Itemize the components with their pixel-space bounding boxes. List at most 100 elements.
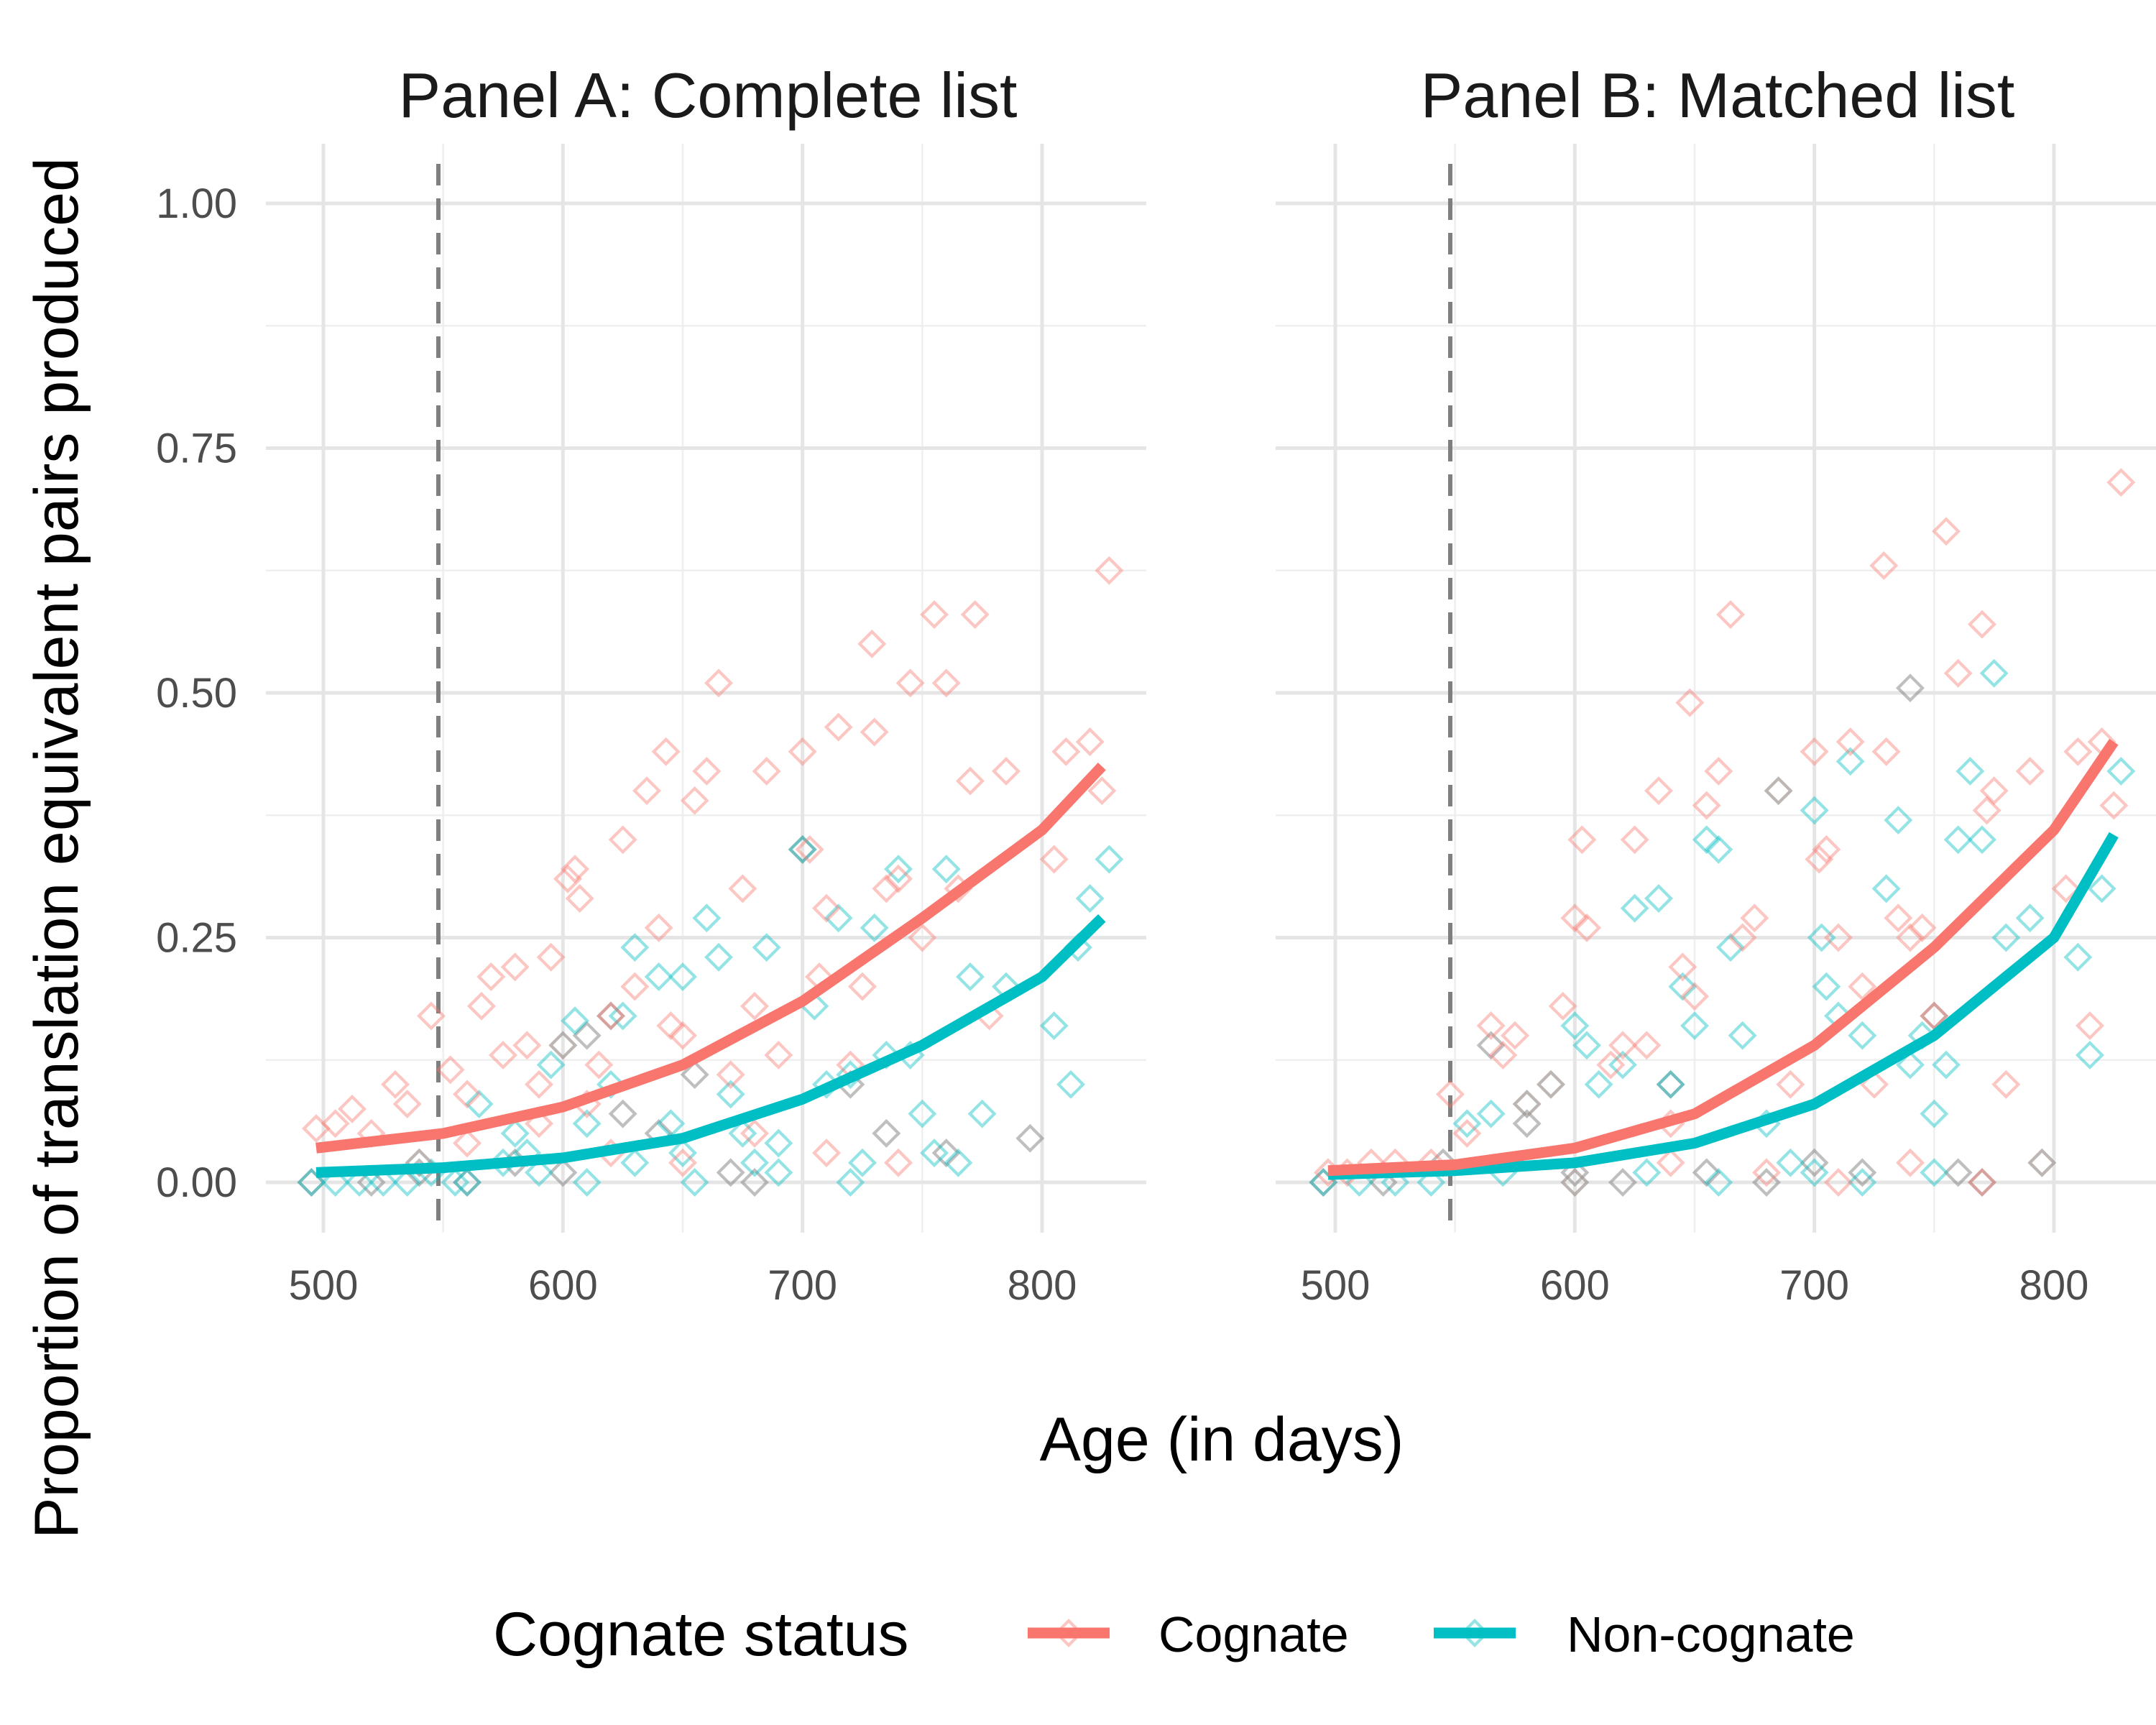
panel-a-point-non-cognate	[728, 1118, 757, 1148]
panel-b-point-cognate	[1560, 1168, 1590, 1197]
panel-b-point-cognate	[2063, 737, 2093, 766]
panel-a-point-neutral	[716, 1158, 745, 1187]
panel-a-point-neutral	[453, 1168, 482, 1197]
panel-b-point-cognate	[1436, 1080, 1465, 1109]
panel-a-point-cognate	[596, 1001, 625, 1031]
panel-a-point-neutral	[931, 1138, 961, 1168]
panel-b-point-neutral	[1476, 1031, 1506, 1060]
panel-b-point-non-cognate	[1764, 776, 1793, 806]
panel-a-point-cognate	[692, 756, 722, 786]
panel-b-x-tick-label: 600	[1540, 1262, 1610, 1309]
panel-a-point-non-cognate	[1039, 1011, 1069, 1041]
panel-b-point-cognate	[1991, 1070, 2021, 1099]
panel-b-point-non-cognate	[1991, 923, 2021, 952]
panel-a-point-non-cognate	[441, 1168, 470, 1197]
panel-a-point-cognate	[788, 737, 817, 766]
panel-a-point-cognate	[453, 1128, 482, 1158]
panel-b-point-cognate	[2015, 756, 2045, 786]
panel-b-point-neutral	[1943, 1158, 1973, 1187]
panel-a-point-non-cognate	[536, 1050, 566, 1080]
panel-b-point-neutral	[1896, 673, 1925, 703]
panel-a-point-non-cognate	[572, 1168, 602, 1197]
panel-a-point-cognate	[956, 766, 985, 796]
panel-a-point-cognate	[525, 1070, 553, 1099]
panel-a-point-neutral	[788, 834, 817, 864]
panel-a-point-non-cognate	[500, 1118, 530, 1148]
panel-a-point-non-cognate	[920, 1138, 949, 1168]
panel-b-point-cognate	[1968, 1168, 1996, 1197]
panel-a-point-non-cognate	[620, 1148, 650, 1177]
panel-b-point-cognate	[1896, 1148, 1925, 1177]
panel-a-point-cognate	[644, 913, 673, 942]
panel-a-point-cognate	[992, 756, 1021, 786]
panel-b-point-neutral	[1752, 1168, 1781, 1197]
panel-b-point-non-cognate	[1728, 1021, 1757, 1050]
panel-b-point-neutral	[1800, 1148, 1829, 1177]
panel-a-point-non-cognate	[644, 962, 673, 991]
panel-b-point-cognate	[1764, 776, 1793, 806]
panel-a-point-cognate	[884, 1148, 913, 1177]
panel-a-point-non-cognate	[1095, 845, 1124, 874]
x-axis-title: Age (in days)	[1040, 1405, 1404, 1474]
panel-b-point-cognate	[1656, 1148, 1685, 1177]
panel-a-point-non-cognate	[596, 1070, 625, 1099]
panel-a-point-cognate	[920, 600, 949, 630]
panel-b-point-cognate	[1752, 1158, 1781, 1187]
panel-a-point-non-cognate	[764, 1128, 793, 1158]
y-tick-label: 0.25	[156, 915, 237, 962]
panel-b-point-cognate	[1620, 825, 1649, 855]
panel-b-point-non-cognate	[1848, 1168, 1877, 1197]
panel-a-point-non-cognate	[764, 1158, 793, 1187]
panel-b-point-non-cognate	[1979, 658, 2009, 688]
panel-a-point-cognate	[489, 1040, 517, 1070]
panel-a-point-non-cognate	[668, 1138, 697, 1168]
panel-b-point-non-cognate	[1955, 756, 1985, 786]
panel-a-point-cognate	[338, 1094, 367, 1123]
panel-a-point-non-cognate	[824, 903, 853, 933]
panel-b-point-non-cognate	[1848, 1021, 1877, 1050]
panel-b-point-neutral	[1692, 1158, 1721, 1187]
panel-a-point-non-cognate	[608, 1001, 637, 1031]
legend-title: Cognate status	[493, 1600, 908, 1669]
panel-b-point-cognate	[1632, 1031, 1662, 1060]
panel-b-point-cognate	[1835, 727, 1865, 757]
panel-a-title: Panel A: Complete list	[399, 60, 1018, 131]
panel-b-point-non-cognate	[1572, 1031, 1601, 1060]
panel-b-point-cognate	[1824, 1168, 1853, 1197]
panel-b-point-non-cognate	[1800, 796, 1829, 825]
panel-b-point-neutral	[1920, 1001, 1949, 1031]
panel-b-point-cognate	[1668, 952, 1697, 982]
panel-b-point-cognate	[1907, 913, 1937, 942]
panel-b-point-cognate	[1979, 776, 2009, 806]
panel-a-point-cognate	[824, 712, 853, 742]
panel-a-point-cognate	[1087, 776, 1117, 806]
panel-a-point-cognate	[500, 952, 530, 982]
panel-a-point-cognate	[302, 1114, 331, 1144]
panel-a-point-neutral	[608, 1099, 637, 1128]
panel-a-point-cognate	[812, 893, 841, 923]
panel-b-point-non-cognate	[1632, 1158, 1662, 1187]
panel-a-point-cognate	[857, 629, 887, 658]
panel-a-point-non-cognate	[392, 1168, 422, 1197]
panel-b-point-neutral	[1512, 1109, 1542, 1138]
panel-a: Panel A: Complete list 500 600 700 800	[266, 60, 1146, 1309]
panel-a-point-cognate	[728, 874, 757, 903]
panel-b-point-cognate	[1680, 982, 1709, 1011]
panel-b-point-cognate	[1512, 1090, 1542, 1119]
panel-b-point-non-cognate	[1381, 1168, 1410, 1197]
panel-a-fit-line-non-cognate	[315, 914, 1106, 1178]
panel-b-point-non-cognate	[2027, 1148, 2057, 1177]
panel-a-point-cognate	[908, 923, 937, 952]
panel-b-point-cognate	[1501, 1021, 1529, 1050]
panel-a-point-cognate	[764, 1040, 793, 1070]
panel-a-point-cognate	[548, 1031, 578, 1060]
panel-b-point-cognate	[1675, 688, 1705, 717]
panel-b-point-cognate	[1884, 903, 1913, 933]
panel-b-point-neutral	[1608, 1168, 1637, 1197]
panel-b-point-cognate	[1869, 551, 1899, 580]
panel-a-point-cognate	[476, 962, 506, 991]
legend-label-cognate: Cognate	[1158, 1606, 1349, 1662]
panel-b-point-cognate	[1920, 1001, 1949, 1031]
panel-b-point-non-cognate	[1776, 1148, 1805, 1177]
panel-a-point-cognate	[795, 834, 824, 864]
